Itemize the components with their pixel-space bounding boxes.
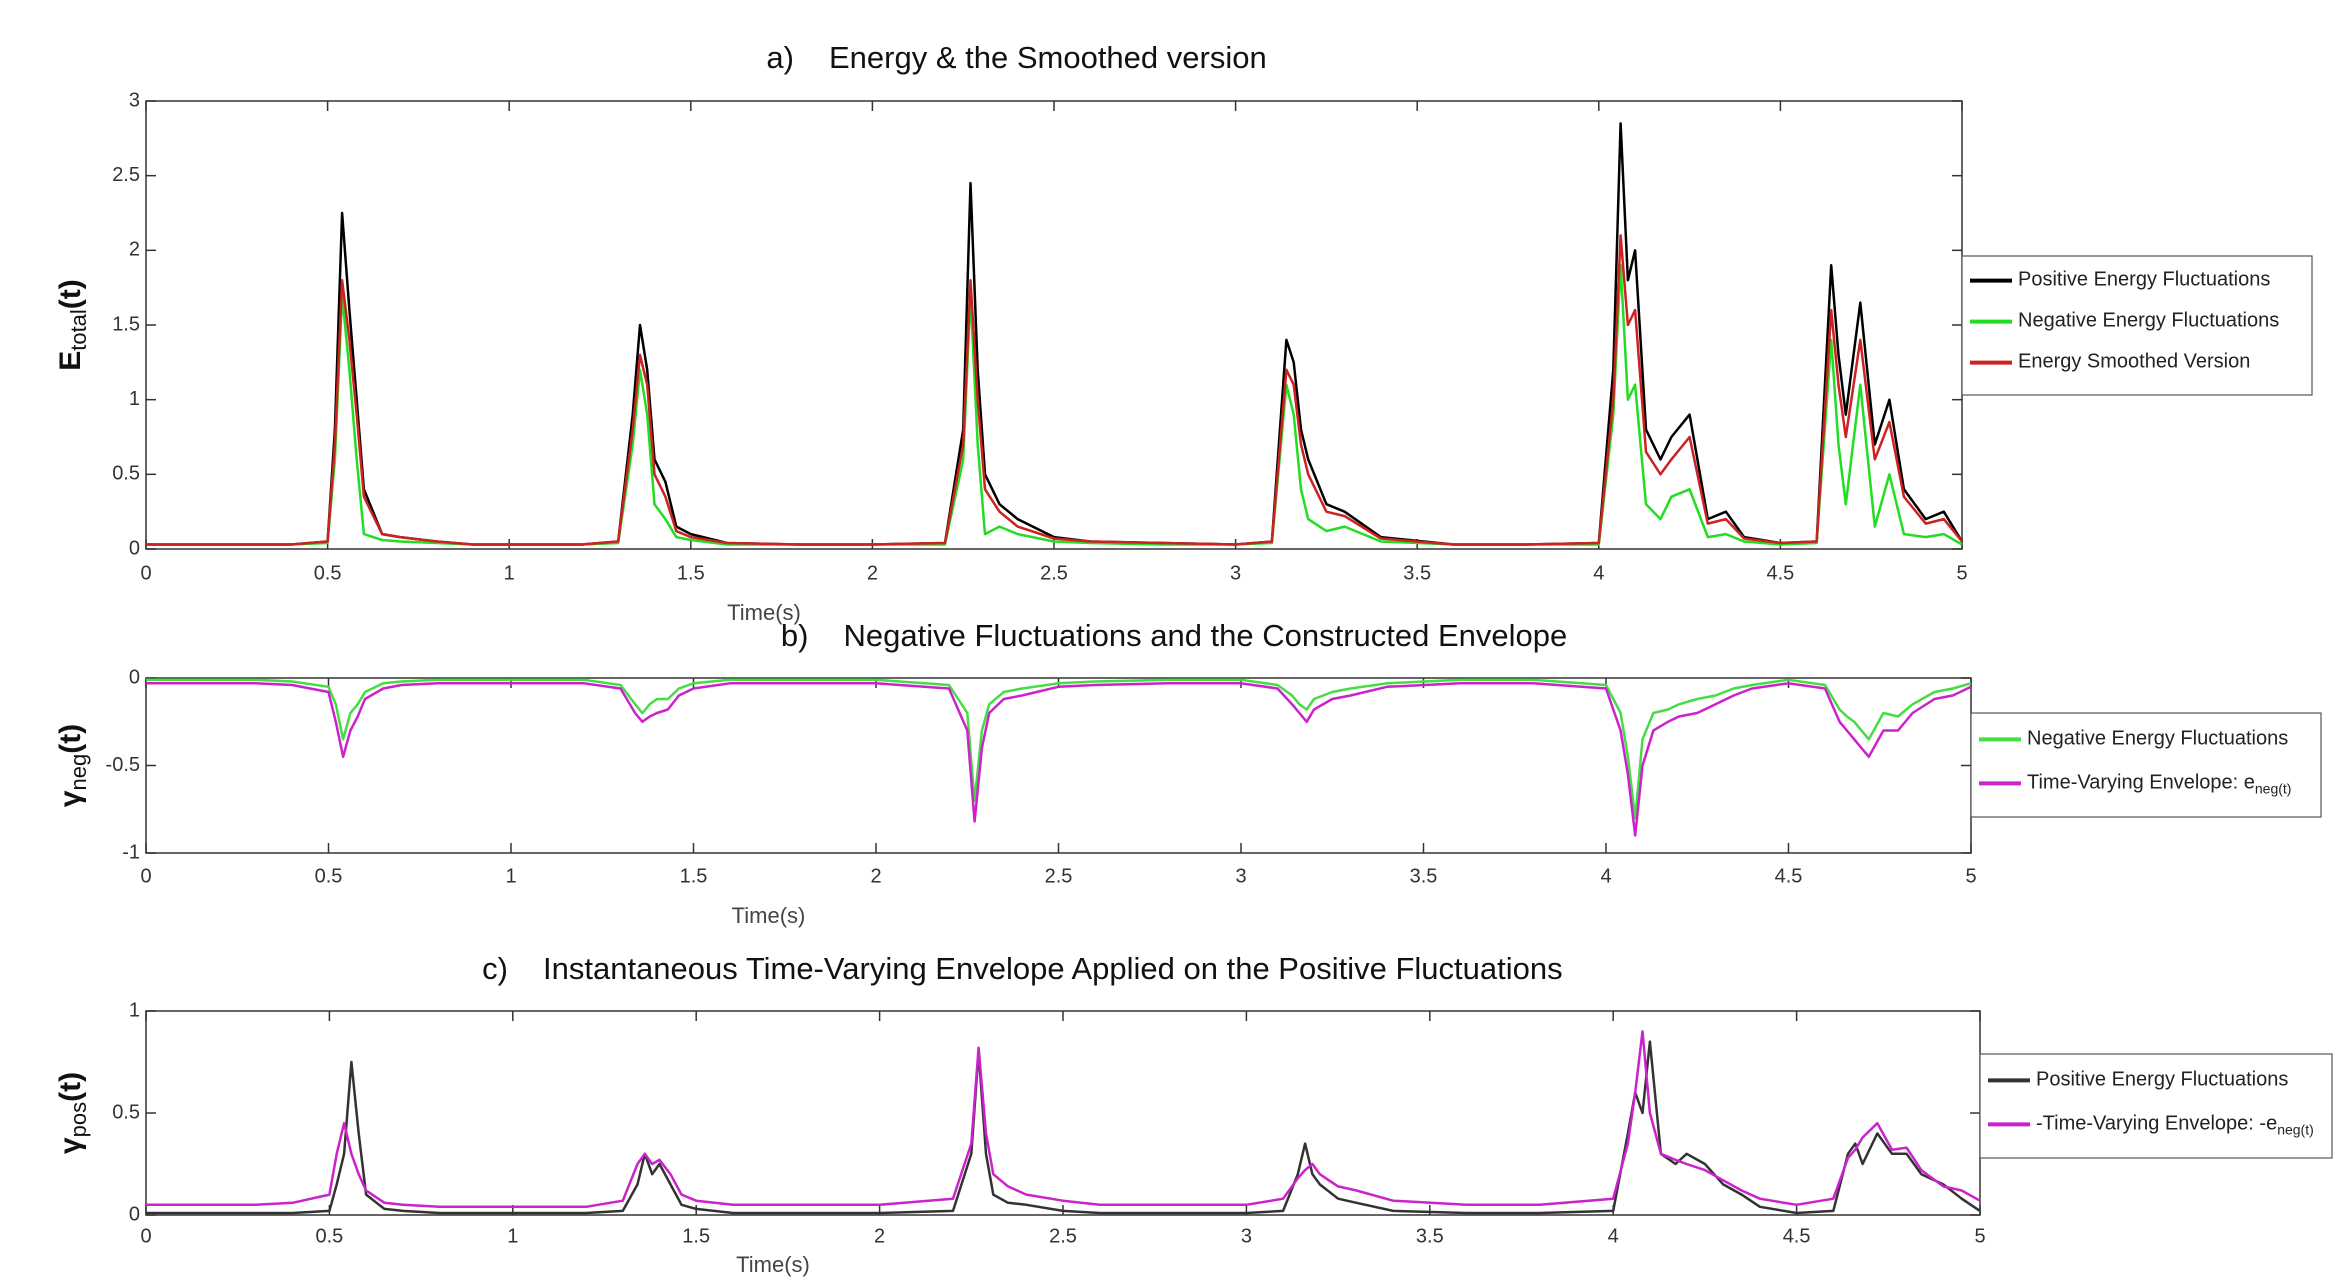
y-tick-label: 2 bbox=[129, 239, 140, 261]
legend-name: -Time-Varying Envelope: -e bbox=[2036, 1113, 2277, 1135]
legend-label: Time-Varying Envelope: eneg(t) bbox=[2027, 772, 2291, 796]
x-tick-label: 4 bbox=[1608, 1225, 1619, 1247]
x-tick-label: 1.5 bbox=[677, 562, 705, 584]
series-line bbox=[146, 264, 1963, 546]
y-axis-label-tail: (t) bbox=[54, 1072, 87, 1102]
x-tick-label: 0.5 bbox=[314, 562, 342, 584]
x-tick-label: 4.5 bbox=[1775, 865, 1803, 887]
chart-title: Energy & the Smoothed version bbox=[829, 40, 1267, 75]
legend-name-sub: neg(t) bbox=[2277, 1121, 2314, 1137]
series-line bbox=[146, 234, 1963, 546]
x-tick-label: 2 bbox=[870, 865, 881, 887]
y-tick-label: 0 bbox=[129, 537, 140, 559]
legend-label: -Time-Varying Envelope: -eneg(t) bbox=[2036, 1113, 2314, 1137]
y-tick-label: 0.5 bbox=[112, 463, 140, 485]
x-axis-label: Time(s) bbox=[732, 903, 806, 928]
x-tick-label: 0.5 bbox=[315, 865, 343, 887]
chart-title-tag: c) bbox=[482, 951, 508, 986]
y-axis-label-base: E bbox=[54, 351, 87, 371]
y-axis-label: Etotal(t) bbox=[54, 279, 91, 371]
y-tick-label: -1 bbox=[122, 841, 140, 863]
y-axis-label-sub: neg bbox=[66, 754, 91, 791]
x-tick-label: 2.5 bbox=[1045, 865, 1073, 887]
x-tick-label: 5 bbox=[1974, 1225, 1985, 1247]
y-tick-label: -0.5 bbox=[106, 754, 140, 776]
x-tick-label: 5 bbox=[1965, 865, 1976, 887]
x-tick-label: 0 bbox=[140, 562, 151, 584]
x-tick-label: 3.5 bbox=[1410, 865, 1438, 887]
legend-box bbox=[1961, 255, 2313, 396]
legend-name: Negative Energy Fluctuations bbox=[2018, 310, 2279, 332]
x-tick-label: 1.5 bbox=[682, 1225, 710, 1247]
x-tick-label: 2.5 bbox=[1049, 1225, 1077, 1247]
x-tick-label: 4.5 bbox=[1766, 562, 1794, 584]
legend-name-sub: neg(t) bbox=[2255, 780, 2292, 796]
series-line bbox=[146, 1040, 1981, 1215]
legend-name: Positive Energy Fluctuations bbox=[2036, 1069, 2288, 1091]
legend-label: Negative Energy Fluctuations bbox=[2018, 310, 2279, 332]
x-tick-label: 1.5 bbox=[680, 865, 708, 887]
legend-label: Negative Energy Fluctuations bbox=[2027, 728, 2288, 750]
y-tick-label: 0 bbox=[129, 1203, 140, 1225]
y-tick-label: 1 bbox=[129, 999, 140, 1021]
chart-title: Instantaneous Time-Varying Envelope Appl… bbox=[543, 951, 1563, 986]
y-tick-label: 3 bbox=[129, 89, 140, 111]
y-axis-label-base: γ bbox=[54, 1137, 87, 1154]
chart-title-tag: b) bbox=[781, 618, 809, 653]
y-axis-label: γpos(t) bbox=[54, 1072, 91, 1154]
y-axis-label: γneg(t) bbox=[54, 724, 91, 807]
y-tick-label: 1 bbox=[129, 388, 140, 410]
y-axis-label-sub: pos bbox=[66, 1102, 91, 1137]
legend-name: Positive Energy Fluctuations bbox=[2018, 269, 2270, 291]
series-line bbox=[146, 682, 1972, 837]
y-axis-label-tail: (t) bbox=[54, 279, 87, 309]
chart-title: Negative Fluctuations and the Constructe… bbox=[844, 618, 1568, 653]
x-tick-label: 4.5 bbox=[1783, 1225, 1811, 1247]
y-axis-label-sub: total bbox=[66, 309, 91, 351]
x-tick-label: 4 bbox=[1600, 865, 1611, 887]
series-line bbox=[146, 1030, 1981, 1209]
y-tick-label: 2.5 bbox=[112, 164, 140, 186]
x-axis-label: Time(s) bbox=[736, 1252, 810, 1277]
x-tick-label: 3.5 bbox=[1403, 562, 1431, 584]
x-tick-label: 3 bbox=[1241, 1225, 1252, 1247]
plot-area bbox=[145, 677, 1972, 854]
legend-name: Energy Smoothed Version bbox=[2018, 351, 2250, 373]
series-line bbox=[146, 678, 1972, 820]
x-axis-label: Time(s) bbox=[727, 600, 801, 625]
x-tick-label: 4 bbox=[1593, 562, 1604, 584]
x-tick-label: 1 bbox=[504, 562, 515, 584]
x-tick-label: 3.5 bbox=[1416, 1225, 1444, 1247]
y-axis-label-base: γ bbox=[54, 790, 87, 807]
y-tick-label: 0.5 bbox=[112, 1101, 140, 1123]
x-tick-label: 1 bbox=[507, 1225, 518, 1247]
x-tick-label: 0 bbox=[140, 1225, 151, 1247]
legend-box bbox=[1979, 1053, 2333, 1159]
plot-area bbox=[145, 1010, 1981, 1216]
x-tick-label: 2 bbox=[867, 562, 878, 584]
legend-label: Positive Energy Fluctuations bbox=[2036, 1069, 2288, 1091]
y-tick-label: 1.5 bbox=[112, 313, 140, 335]
x-tick-label: 0.5 bbox=[315, 1225, 343, 1247]
x-tick-label: 5 bbox=[1956, 562, 1967, 584]
legend-name: Negative Energy Fluctuations bbox=[2027, 728, 2288, 750]
legend-label: Energy Smoothed Version bbox=[2018, 351, 2250, 373]
y-axis-label-tail: (t) bbox=[54, 724, 87, 754]
legend-box bbox=[1970, 712, 2322, 818]
x-tick-label: 3 bbox=[1230, 562, 1241, 584]
legend-label: Positive Energy Fluctuations bbox=[2018, 269, 2270, 291]
chart-title-tag: a) bbox=[766, 40, 794, 75]
x-tick-label: 3 bbox=[1235, 865, 1246, 887]
y-tick-label: 0 bbox=[129, 666, 140, 688]
x-tick-label: 2 bbox=[874, 1225, 885, 1247]
legend-name: Time-Varying Envelope: e bbox=[2027, 772, 2255, 794]
x-tick-label: 1 bbox=[505, 865, 516, 887]
x-tick-label: 2.5 bbox=[1040, 562, 1068, 584]
x-tick-label: 0 bbox=[140, 865, 151, 887]
plot-area bbox=[145, 100, 1963, 550]
